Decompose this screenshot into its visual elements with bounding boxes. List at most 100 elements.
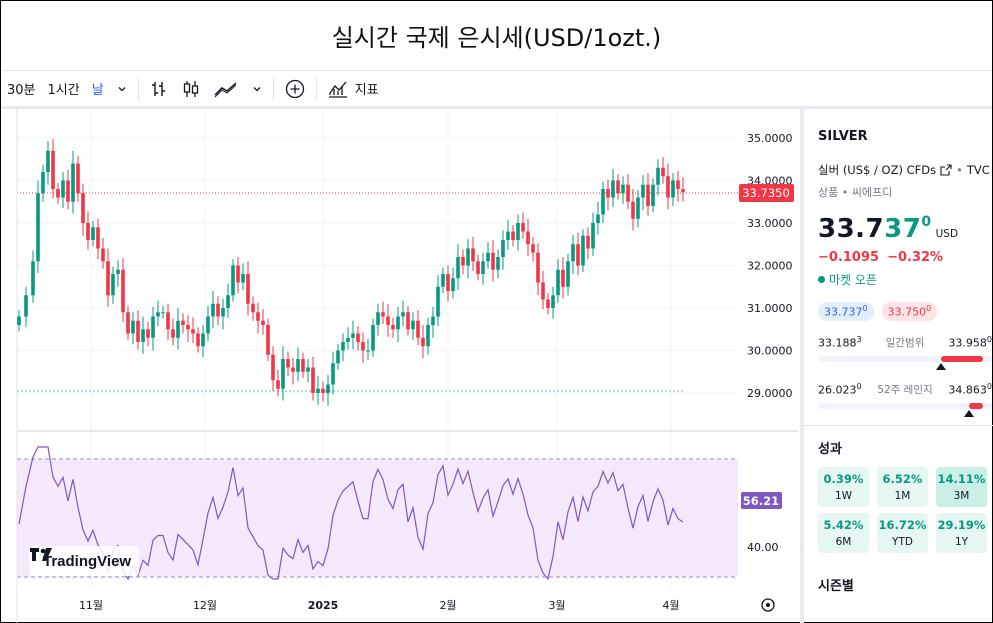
candle-style-button[interactable]	[175, 71, 207, 106]
toolbar-divider	[315, 77, 317, 100]
price-chart[interactable]: 35.0000 34.0000 33.0000 32.0000 31.0000 30.00…	[1, 109, 798, 623]
chevron-down-icon	[116, 83, 128, 95]
performance-label: YTD	[892, 535, 913, 548]
candle-body	[281, 359, 285, 389]
candle-body	[401, 312, 405, 317]
interval-dropdown-button[interactable]	[110, 71, 134, 106]
candle-body	[246, 274, 250, 304]
performance-cell[interactable]: 0.39% 1W	[818, 466, 869, 507]
candle-body	[671, 180, 675, 198]
candle-body	[546, 299, 550, 308]
candle-body	[486, 252, 490, 262]
year-range: 26.0230 52주 레인지 34.8630	[818, 381, 992, 417]
indicators-icon	[327, 79, 349, 99]
candle-body	[296, 359, 300, 372]
chart-canvas[interactable]: 35.000034.000033.000032.000031.000030.00…	[1, 109, 798, 623]
bar-style-button[interactable]	[143, 71, 175, 106]
candle-body	[316, 388, 320, 393]
day-range-label: 일간범위	[885, 336, 925, 349]
candle-body	[581, 235, 585, 266]
candle-body	[646, 184, 650, 206]
candle-body	[381, 312, 385, 317]
price-change: −0.1095 −0.32%	[818, 250, 992, 265]
interval-30m-button[interactable]: 30분	[1, 71, 42, 106]
candle-body	[286, 359, 290, 368]
candle-body	[266, 325, 270, 355]
time-axis-label: 2월	[439, 599, 456, 612]
candle-body	[641, 184, 645, 198]
candle-body	[521, 223, 525, 232]
candle-body	[336, 350, 340, 364]
candle-body	[456, 257, 460, 279]
candle-body	[31, 261, 35, 296]
performance-label: 1M	[894, 489, 911, 502]
symbol-category: 상품 • 씨에프디	[818, 186, 893, 199]
candle-body	[226, 295, 230, 308]
candle-body	[41, 172, 45, 194]
candle-body	[566, 261, 570, 287]
current-price-tag: 33.7350	[742, 186, 790, 200]
area-style-button[interactable]	[207, 71, 245, 106]
rsi-tag: 56.21	[743, 494, 779, 508]
candle-body	[606, 189, 610, 198]
candle-body	[586, 235, 590, 249]
chart-style-dropdown-button[interactable]	[245, 71, 269, 106]
ask-sup: 0	[926, 304, 932, 313]
external-link-icon[interactable]	[940, 164, 952, 176]
status-dot-icon	[818, 276, 825, 283]
tradingview-logo[interactable]: TradingView	[29, 546, 140, 576]
candle-body	[631, 201, 635, 219]
source-dot: •	[956, 163, 963, 177]
candle-body	[311, 367, 315, 393]
day-range-marker	[936, 362, 946, 370]
candle-body	[46, 150, 50, 172]
seasonal-title[interactable]: 시즌별	[818, 578, 854, 594]
performance-cell[interactable]: 16.72% YTD	[877, 512, 928, 553]
candle-style-icon	[181, 79, 201, 99]
performance-cell[interactable]: 6.52% 1M	[877, 466, 928, 507]
candle-body	[366, 350, 370, 352]
candle-body	[121, 269, 125, 313]
candle-body	[396, 316, 400, 330]
interval-day-button[interactable]: 날	[86, 71, 110, 106]
performance-cell[interactable]: 29.19% 1Y	[936, 512, 987, 553]
candle-body	[476, 261, 480, 274]
performance-cell[interactable]: 5.42% 6M	[818, 512, 869, 553]
candle-body	[206, 316, 210, 334]
candle-body	[426, 325, 430, 347]
year-low-sup: 0	[856, 381, 862, 391]
compare-button[interactable]	[278, 71, 312, 106]
symbol-source: TVC	[966, 163, 990, 177]
performance-title: 성과	[818, 441, 842, 457]
candle-body	[196, 333, 200, 347]
candle-body	[616, 180, 620, 194]
performance-cell[interactable]: 14.11% 3M	[936, 466, 987, 507]
symbol-name[interactable]: SILVER	[818, 129, 868, 144]
performance-label: 1Y	[954, 535, 969, 548]
candle-body	[271, 354, 275, 381]
interval-1h-label: 1시간	[47, 83, 80, 98]
candle-body	[511, 231, 515, 240]
year-range-bar	[818, 402, 992, 417]
interval-1h-button[interactable]: 1시간	[42, 71, 86, 106]
clock-icon[interactable]	[761, 598, 775, 612]
candle-body	[371, 325, 375, 351]
candle-body	[471, 248, 475, 262]
candle-body	[191, 329, 195, 334]
day-range-bar	[818, 355, 992, 370]
performance-value: 14.11%	[937, 471, 986, 486]
toolbar-divider	[137, 77, 139, 100]
performance-value: 6.52%	[882, 471, 923, 486]
candle-body	[86, 223, 90, 240]
year-high: 34.8630	[948, 382, 992, 397]
symbol-description-row: 실버 (US$ / OZ) CFDs • TVC	[818, 162, 992, 178]
candle-body	[231, 265, 235, 296]
interval-30m-label: 30분	[7, 83, 36, 98]
candle-body	[51, 150, 55, 189]
rsi-axis-label: 40.00	[747, 541, 779, 554]
candle-body	[356, 333, 360, 342]
price-row: 33.7370 USD	[818, 214, 992, 244]
current-price-tag-bg	[739, 184, 794, 202]
candle-body	[251, 303, 255, 313]
indicators-button[interactable]: 지표	[321, 71, 385, 106]
